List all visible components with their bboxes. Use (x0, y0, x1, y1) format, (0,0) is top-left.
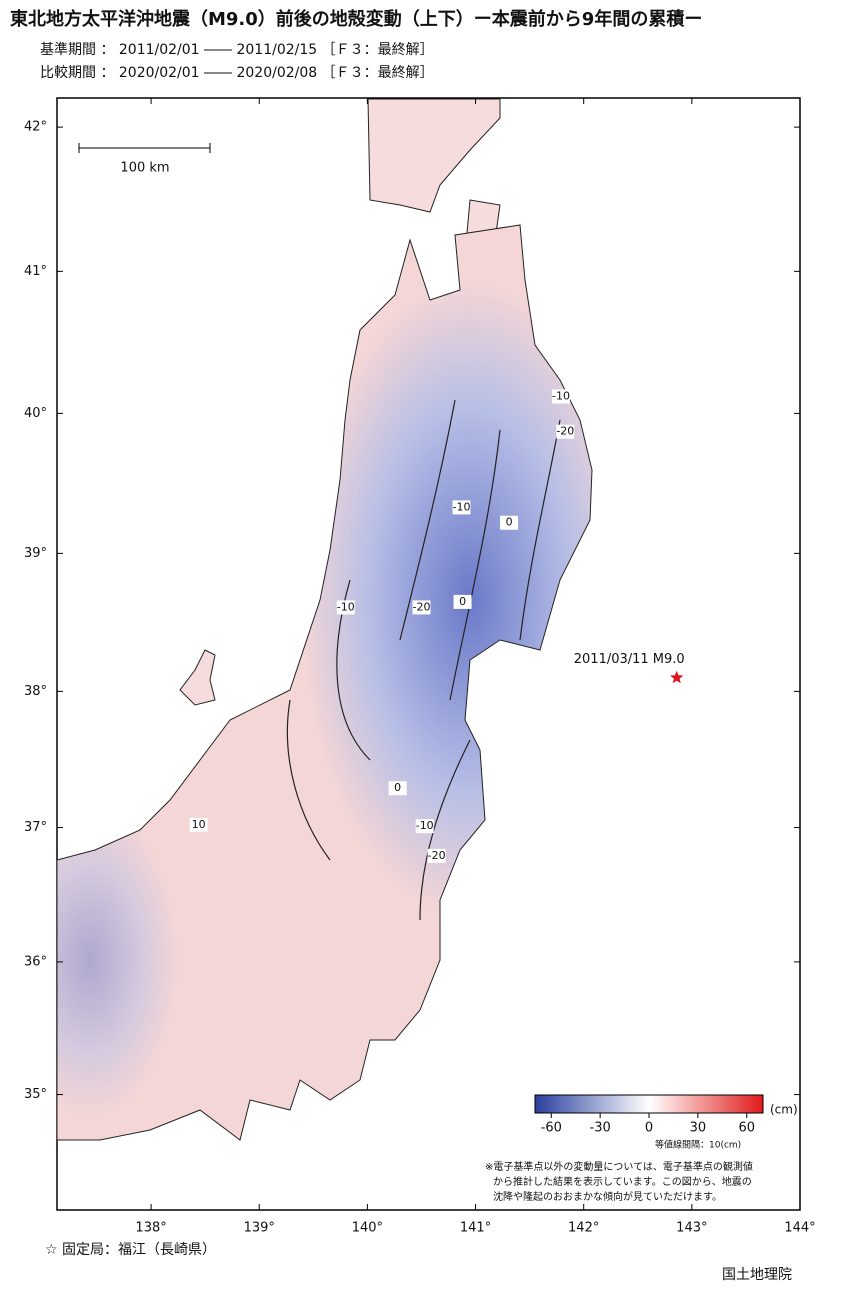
contour-label: -20 (428, 849, 446, 862)
scale-label: 100 km (120, 161, 169, 176)
colorbar (534, 1094, 764, 1114)
colorbar-tick-label: 60 (738, 1121, 755, 1136)
contour-label: -10 (416, 819, 434, 832)
contour-label-bg (336, 600, 355, 615)
contour-label: -20 (556, 425, 574, 438)
x-tick-label: 139° (244, 1221, 275, 1236)
contour-label: 0 (459, 595, 466, 608)
contour-label: -10 (453, 500, 471, 513)
colorbar-tick-label: -60 (541, 1121, 562, 1136)
note: ※電子基準点以外の変動量については、電子基準点の観測値 (485, 1160, 753, 1173)
contour-label-bg (453, 594, 472, 609)
title: 東北地方太平洋沖地震（M9.0）前後の地殻変動（上下）ー本震前から9年間の累積ー (10, 8, 702, 30)
contour-label-bg (556, 424, 575, 439)
y-tick-label: 41° (24, 264, 47, 279)
contour-label: 0 (506, 516, 513, 529)
colorbar-tick-label: 30 (690, 1121, 707, 1136)
sado-island (179, 649, 216, 706)
epicenter-label: 2011/03/11 M9.0 (574, 652, 685, 667)
coastline (56, 224, 593, 1141)
contour-label-bg (551, 389, 570, 404)
contour-label-bg (189, 817, 208, 832)
colorbar-tick-label: 0 (645, 1121, 653, 1136)
contour-label: -10 (552, 389, 570, 402)
contour-label-bg (452, 500, 471, 515)
colorbar-tick-label: -30 (590, 1121, 611, 1136)
y-tick-label: 40° (24, 406, 47, 421)
y-tick-label: 38° (24, 684, 47, 699)
y-tick-label: 42° (24, 120, 47, 135)
contour-label: -10 (337, 600, 355, 613)
contour-label-bg (388, 781, 407, 796)
contour-label-bg (500, 515, 519, 530)
y-tick-label: 35° (24, 1087, 47, 1102)
contour-interval: 等値線間隔：10(cm) (655, 1139, 741, 1151)
x-tick-label: 140° (352, 1221, 383, 1236)
y-tick-label: 37° (24, 820, 47, 835)
contour-label-bg (415, 819, 434, 834)
period: 基準期間 ： 2011/02/01 ―― 2011/02/15 ［Ｆ３：最終解］ (40, 41, 434, 58)
epicenter (670, 670, 684, 684)
subsidence-area (57, 800, 180, 1120)
colorbar-unit: (cm) (770, 1103, 798, 1117)
x-tick-label: 144° (784, 1221, 815, 1236)
contour-label-bg (427, 848, 446, 863)
agency: 国土地理院 (722, 1267, 792, 1283)
note: 沈降や隆起のおおまかな傾向が見ていただけます。 (493, 1190, 722, 1203)
contour-label: 10 (192, 818, 206, 831)
contour-line (286, 399, 561, 921)
y-tick-label: 39° (24, 546, 47, 561)
note: から推計した結果を表示しています。この図から、地震の (493, 1175, 752, 1188)
period: 比較期間 ： 2020/02/01 ―― 2020/02/08 ［Ｆ３：最終解］ (40, 65, 434, 81)
contour-label-bg (412, 600, 431, 615)
x-tick-label: 143° (676, 1221, 707, 1236)
contour-label: -20 (412, 600, 430, 613)
hokkaido (367, 98, 501, 213)
y-tick-label: 36° (24, 954, 47, 969)
contour-label: 0 (394, 781, 401, 794)
x-tick-label: 142° (568, 1221, 599, 1236)
x-tick-label: 141° (460, 1221, 491, 1236)
fixed-station: ☆ 固定局：福江（長崎県） (45, 1242, 216, 1258)
x-tick-label: 138° (135, 1221, 166, 1236)
